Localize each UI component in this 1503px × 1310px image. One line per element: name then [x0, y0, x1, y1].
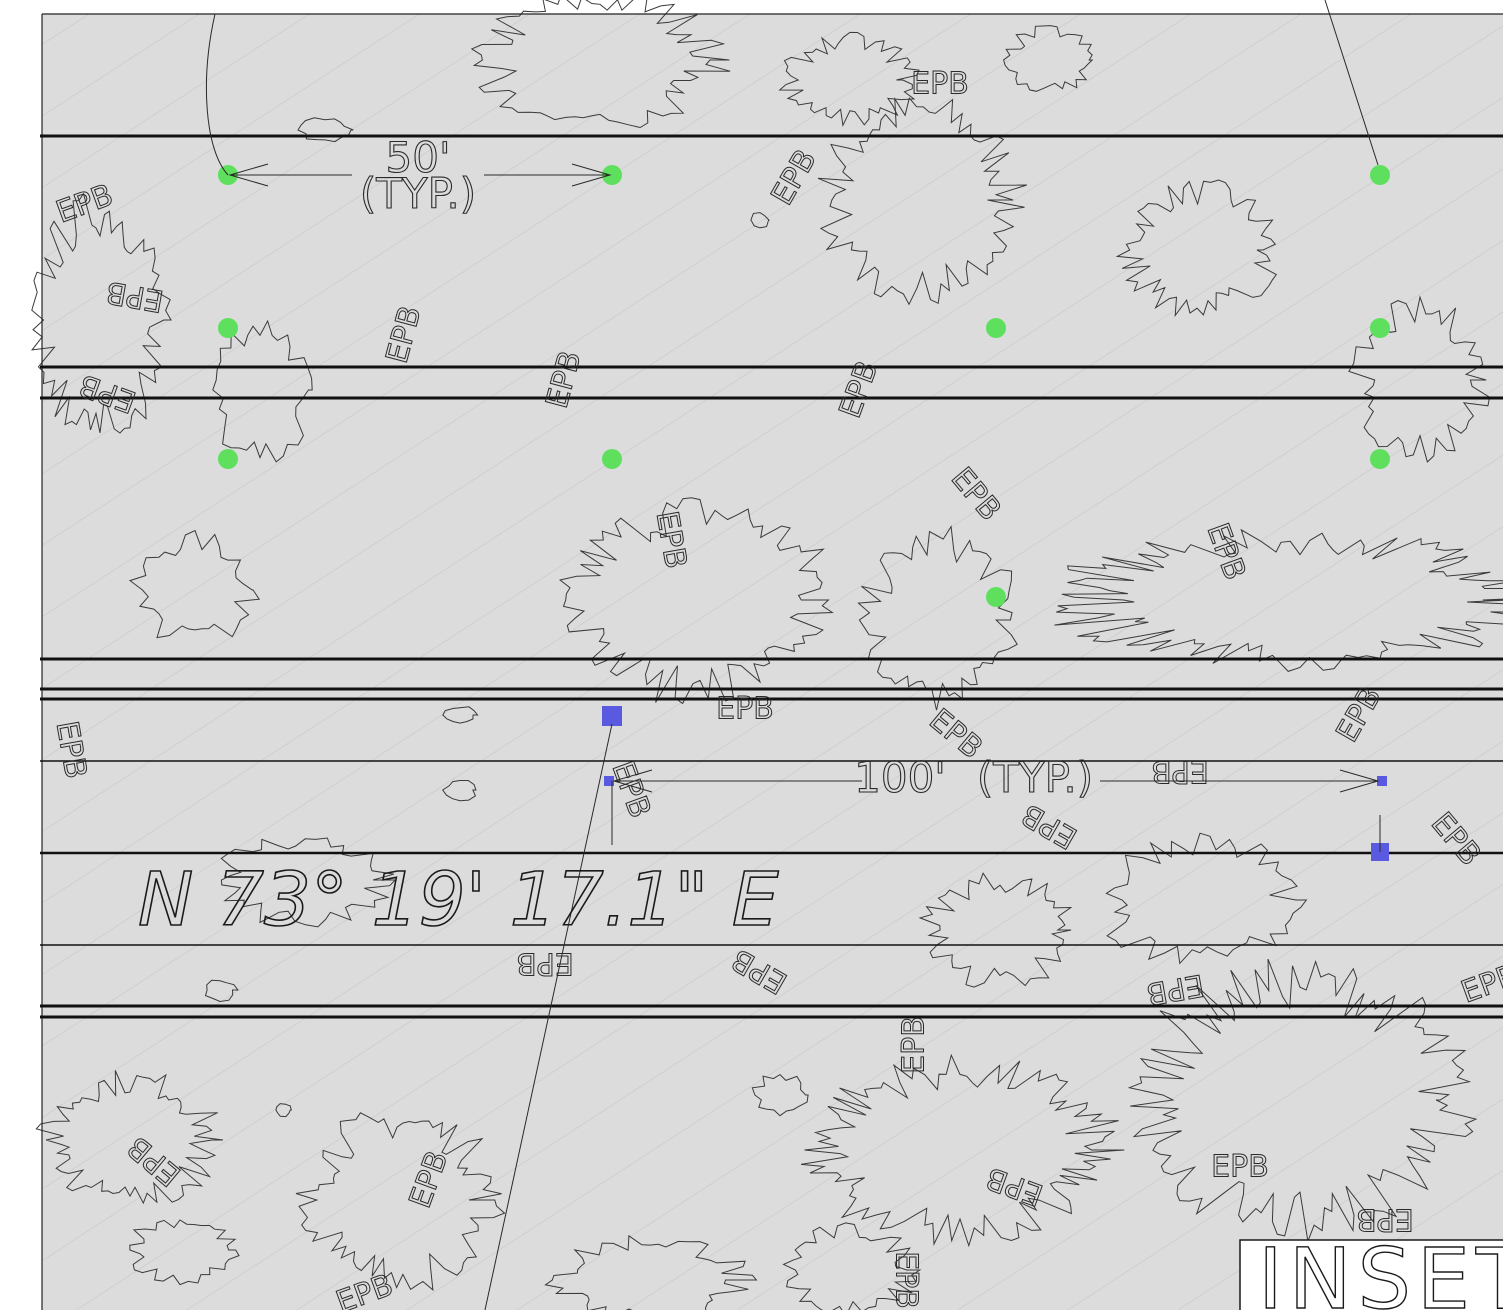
- green-marker: [1370, 318, 1390, 338]
- green-marker: [218, 449, 238, 469]
- contour: [1003, 25, 1094, 92]
- contour: [275, 1103, 292, 1118]
- contour: [212, 319, 313, 463]
- contours: [30, 0, 1503, 1310]
- contour: [204, 979, 239, 1003]
- blue-marker: [602, 706, 622, 726]
- markers: [218, 165, 1390, 861]
- contour: [751, 1073, 809, 1117]
- dimension-50: [228, 163, 612, 187]
- contour: [1105, 832, 1308, 965]
- blue-marker: [604, 776, 614, 786]
- area-label: EPB: [1211, 1150, 1269, 1185]
- contour: [801, 1053, 1125, 1248]
- contour: [35, 1070, 224, 1205]
- green-marker: [602, 449, 622, 469]
- contour: [782, 1222, 922, 1310]
- contour: [817, 97, 1027, 306]
- blue-marker: [1377, 776, 1387, 786]
- inset-label: INSET: [1258, 1230, 1503, 1310]
- dimension-value: 50': [386, 133, 451, 182]
- dimension-note: (TYP.): [360, 169, 476, 218]
- area-label: EPB: [716, 692, 774, 727]
- row-lines: [40, 134, 1503, 1019]
- green-marker: [1370, 165, 1390, 185]
- inset-box: [1239, 1239, 1503, 1310]
- area-label: EPB: [911, 67, 969, 102]
- green-marker: [1370, 449, 1390, 469]
- green-marker: [218, 318, 238, 338]
- contour: [220, 837, 397, 928]
- area-label: EPB: [897, 1016, 932, 1074]
- contour: [128, 529, 261, 639]
- contour: [918, 872, 1073, 988]
- contour: [857, 525, 1018, 711]
- contour: [750, 212, 771, 229]
- contour: [30, 192, 172, 434]
- contour: [1054, 528, 1503, 672]
- arrow: [571, 163, 612, 187]
- contour: [1348, 295, 1491, 463]
- contour: [297, 117, 354, 143]
- arrow: [612, 769, 653, 793]
- contour: [778, 31, 920, 127]
- green-marker: [986, 587, 1006, 607]
- dimension-note: (TYP.): [977, 753, 1093, 802]
- contour: [1115, 179, 1278, 318]
- contour: [470, 0, 731, 129]
- contour: [558, 497, 834, 705]
- green-marker: [602, 165, 622, 185]
- area-label: EPB: [516, 946, 574, 981]
- area-label: EPB: [1151, 754, 1209, 789]
- contour: [441, 780, 477, 802]
- area-label: EPB: [1356, 1202, 1414, 1237]
- contour: [129, 1219, 240, 1286]
- leader: [1324, 0, 1379, 166]
- arrow: [228, 163, 269, 187]
- green-marker: [986, 318, 1006, 338]
- area-label: EPB: [889, 1251, 924, 1309]
- contour: [295, 1112, 506, 1292]
- leader: [484, 723, 613, 1310]
- contour: [442, 706, 479, 724]
- leader: [205, 13, 229, 176]
- arrow: [1339, 769, 1380, 793]
- bearing-label: N 73° 19' 17.1" E: [138, 857, 779, 943]
- hatch: [42, 14, 1503, 1310]
- contour: [544, 1234, 758, 1310]
- dimension-value: 100': [854, 753, 946, 802]
- dimension-100: [205, 0, 1381, 1310]
